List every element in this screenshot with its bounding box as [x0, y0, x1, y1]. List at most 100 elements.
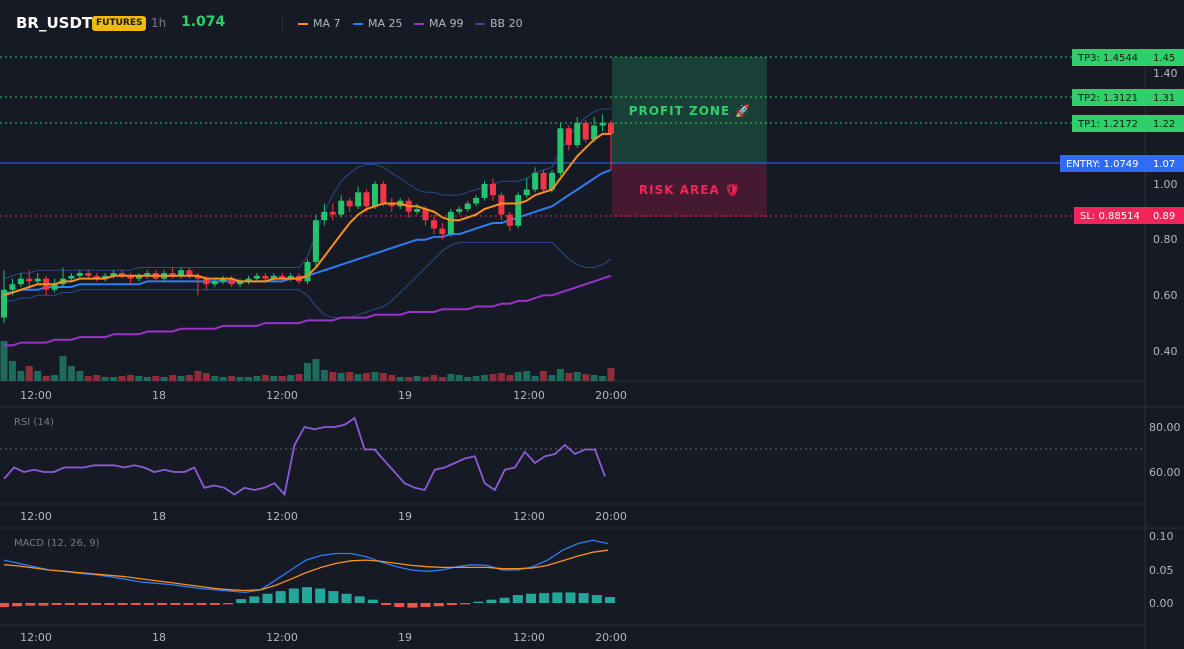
- macd-histogram-bar: [0, 603, 9, 607]
- macd-histogram-bar: [605, 597, 615, 603]
- candle-body: [169, 273, 176, 276]
- candle-body: [220, 278, 227, 282]
- time-label: 12:00: [266, 389, 298, 402]
- macd-histogram-bar: [170, 603, 181, 605]
- symbol-name[interactable]: BR_USDT: [16, 14, 93, 32]
- volume-bar: [599, 376, 607, 381]
- volume-bar: [363, 373, 371, 381]
- volume-bar: [8, 361, 16, 381]
- profit-zone-label: PROFIT ZONE 🚀: [629, 104, 752, 118]
- volume-bar: [118, 376, 126, 381]
- volume-bar: [34, 371, 42, 381]
- macd-histogram-bar: [302, 587, 312, 603]
- volume-bar: [514, 372, 522, 381]
- time-label: 12:00: [513, 510, 545, 523]
- candle-body: [557, 128, 564, 173]
- volume-bar: [346, 372, 354, 381]
- macd-line: [3, 539, 609, 594]
- time-label: 20:00: [595, 631, 627, 644]
- volume-bar: [67, 366, 75, 381]
- candle-body: [76, 273, 83, 276]
- candle-body: [574, 122, 581, 146]
- time-label: 20:00: [595, 510, 627, 523]
- candle-body: [506, 214, 513, 226]
- volume-bar: [396, 377, 404, 381]
- macd-histogram-bar: [525, 593, 536, 603]
- volume-bar: [312, 359, 320, 381]
- macd-histogram-bar: [512, 595, 523, 603]
- candle-body: [287, 275, 294, 279]
- volume-bar: [413, 376, 421, 381]
- macd-histogram-bar: [381, 603, 392, 605]
- macd-histogram-bar: [354, 596, 365, 603]
- macd-histogram-bar: [552, 592, 563, 603]
- legend-ma99-label: MA 99: [429, 17, 464, 30]
- volume-bar: [160, 377, 168, 381]
- macd-histogram-bar: [433, 603, 444, 607]
- volume-bar: [430, 375, 438, 381]
- time-label: 19: [398, 389, 412, 402]
- volume-bar: [447, 374, 455, 381]
- macd-histogram-bar: [91, 603, 102, 605]
- volume-bar: [489, 374, 497, 381]
- macd-histogram-bar: [104, 603, 115, 605]
- macd-histogram-bar: [117, 603, 128, 605]
- legend-ma7[interactable]: MA 7: [298, 17, 341, 30]
- legend-bb20[interactable]: BB 20: [475, 17, 523, 30]
- macd-histogram-bar: [367, 599, 378, 603]
- volume-bar: [202, 373, 210, 381]
- volume-bar: [0, 341, 8, 381]
- candle-body: [135, 275, 142, 279]
- macd-histogram-bar: [341, 593, 352, 603]
- rsi-plot: [3, 416, 606, 497]
- rsi-axis-label: 60.00: [1149, 466, 1181, 479]
- candle-body: [68, 275, 75, 279]
- time-label: 18: [152, 510, 166, 523]
- volume-bar: [354, 374, 362, 381]
- volume-bar: [379, 373, 387, 381]
- chart-background: [0, 46, 1184, 649]
- tp1-tag: [1072, 115, 1184, 132]
- macd-histogram-bar: [499, 597, 510, 603]
- candle-body: [304, 261, 311, 282]
- bb-lower-line: [4, 241, 612, 319]
- volume-bar: [228, 376, 236, 381]
- macd-histogram-bar: [64, 603, 75, 605]
- volume-bar: [126, 375, 134, 381]
- candle-body: [178, 270, 185, 276]
- volume-bar: [607, 368, 615, 381]
- macd-histogram-bar: [578, 593, 589, 603]
- candle-body: [211, 281, 218, 285]
- candle-body: [9, 284, 16, 290]
- timeframe-label[interactable]: 1h: [151, 16, 167, 30]
- chart-canvas[interactable]: PROFIT ZONE 🚀 RISK AREA 🛡 TP3: 1.4544 1.…: [0, 46, 1184, 649]
- candle-body: [51, 284, 58, 290]
- volume-bar: [270, 376, 278, 381]
- volume-bar: [143, 377, 151, 381]
- macd-histogram-bar: [262, 593, 273, 603]
- volume-bar: [185, 375, 193, 381]
- ma99-swatch: [414, 22, 424, 25]
- tp2-tag: [1072, 89, 1184, 106]
- volume-bar: [405, 377, 413, 381]
- volume-bar: [278, 376, 286, 381]
- volume-bar: [565, 373, 573, 381]
- volume-bar: [253, 376, 261, 381]
- macd-title: MACD (12, 26, 9): [14, 538, 100, 549]
- macd-histogram-bar: [328, 591, 339, 603]
- candle-body: [523, 189, 530, 196]
- futures-badge: FUTURES: [92, 16, 147, 31]
- macd-histogram-bar: [486, 599, 497, 603]
- volume-bar: [573, 372, 581, 381]
- entry-tag: [1060, 155, 1184, 172]
- legend-ma25[interactable]: MA 25: [353, 17, 403, 30]
- macd-histogram-bar: [288, 588, 299, 603]
- profit-zone: [612, 57, 767, 163]
- volume-bar: [329, 372, 337, 381]
- macd-histogram-bar: [157, 603, 168, 605]
- sl-tag-label: SL: 0.88514: [1080, 211, 1140, 222]
- legend-ma99[interactable]: MA 99: [414, 17, 464, 30]
- time-label: 18: [152, 389, 166, 402]
- rsi-axis-label: 80.00: [1149, 421, 1181, 434]
- candle-body: [414, 209, 421, 212]
